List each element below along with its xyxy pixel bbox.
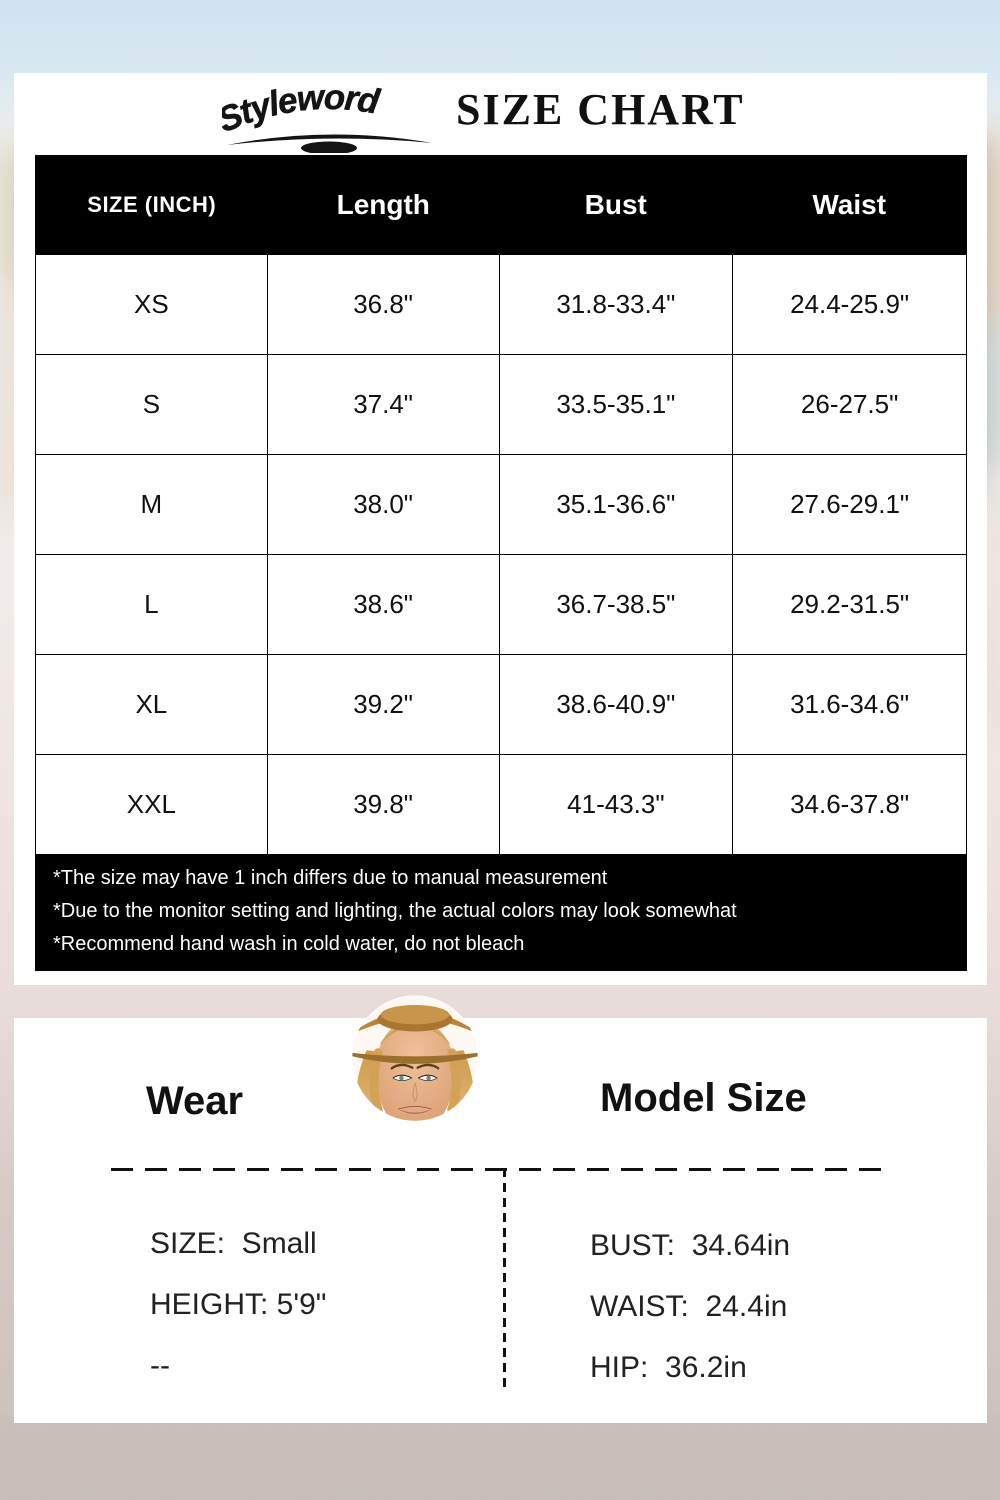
svg-text:Styleword: Styleword xyxy=(222,77,383,140)
